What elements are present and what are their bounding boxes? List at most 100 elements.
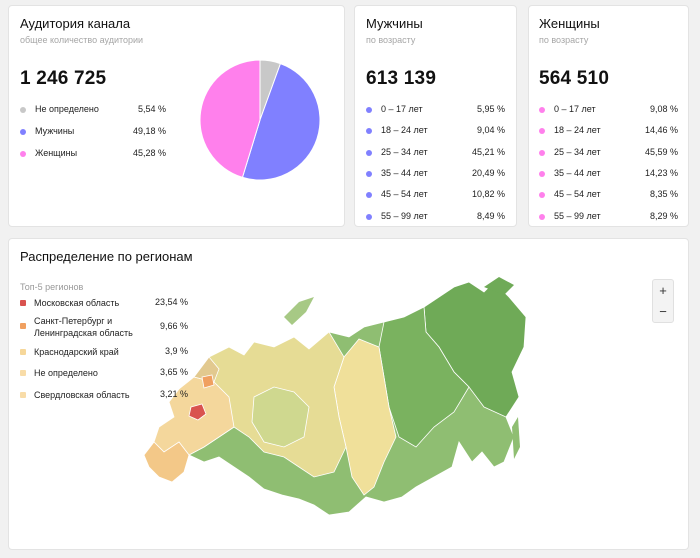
region-value: 23,54 % <box>154 297 188 307</box>
age-value: 10,82 % <box>471 189 505 200</box>
age-dot <box>539 192 545 199</box>
age-row: 35 – 44 лет 20,49 % <box>366 168 505 182</box>
age-row: 25 – 34 лет 45,59 % <box>539 147 678 161</box>
age-dot <box>366 192 372 199</box>
legend-label: Женщины <box>35 148 78 158</box>
age-value: 8,49 % <box>476 210 505 221</box>
map-sakhalin <box>512 417 520 459</box>
age-label: 45 – 54 лет <box>381 189 428 200</box>
age-row: 45 – 54 лет 8,35 % <box>539 189 678 203</box>
age-value: 14,23 % <box>644 167 678 178</box>
men-card: Мужчины по возрасту 613 139 0 – 17 лет 5,… <box>354 5 517 227</box>
age-row: 18 – 24 лет 9,04 % <box>366 125 505 139</box>
region-value: 3,21 % <box>159 389 188 399</box>
age-dot <box>539 170 545 177</box>
age-label: 18 – 24 лет <box>381 125 428 136</box>
zoom-out-button[interactable]: − <box>659 304 667 319</box>
age-dot <box>366 128 372 135</box>
region-label: Краснодарский край <box>34 347 119 357</box>
region-label: Не определено <box>34 368 98 378</box>
age-value: 45,21 % <box>471 146 505 157</box>
region-value: 3,65 % <box>159 367 188 377</box>
regions-card: Распределение по регионам Топ-5 регионов… <box>8 238 689 550</box>
russia-map[interactable] <box>134 277 534 537</box>
region-row: Не определено 3,65 % <box>20 367 188 381</box>
age-row: 55 – 99 лет 8,29 % <box>539 211 678 225</box>
audience-pie-chart <box>199 59 321 181</box>
legend-women: Женщины 45,28 % <box>20 148 166 162</box>
age-value: 8,35 % <box>649 189 678 200</box>
age-label: 45 – 54 лет <box>554 189 601 200</box>
region-swatch <box>20 370 26 376</box>
region-row: Санкт-Петербург и Ленинградская область … <box>20 315 188 341</box>
region-row: Московская область 23,54 % <box>20 297 188 311</box>
audience-total: 1 246 725 <box>20 68 107 89</box>
age-label: 0 – 17 лет <box>381 104 423 114</box>
zoom-in-button[interactable]: + <box>659 283 667 298</box>
region-value: 3,9 % <box>164 346 188 356</box>
legend-label: Мужчины <box>35 126 75 136</box>
legend-men: Мужчины 49,18 % <box>20 126 166 140</box>
age-value: 45,59 % <box>644 146 678 157</box>
age-dot <box>539 107 545 113</box>
age-label: 35 – 44 лет <box>554 167 601 178</box>
age-label: 55 – 99 лет <box>381 210 428 221</box>
regions-title: Распределение по регионам <box>20 249 193 264</box>
region-row: Свердловская область 3,21 % <box>20 389 188 403</box>
map-spb-region <box>201 374 215 389</box>
region-value: 9,66 % <box>159 321 188 331</box>
men-subtitle: по возрасту <box>366 35 416 45</box>
men-total: 613 139 <box>366 68 437 89</box>
age-row: 45 – 54 лет 10,82 % <box>366 189 505 203</box>
legend-dot <box>20 129 26 135</box>
map-moscow-region <box>188 403 207 421</box>
audience-subtitle: общее количество аудитории <box>20 35 144 45</box>
age-value: 9,08 % <box>649 104 678 114</box>
region-label: Санкт-Петербург и Ленинградская область <box>34 316 133 338</box>
women-subtitle: по возрасту <box>539 35 589 45</box>
age-label: 18 – 24 лет <box>554 125 601 136</box>
women-title: Женщины <box>539 16 600 31</box>
age-row: 35 – 44 лет 14,23 % <box>539 168 678 182</box>
region-swatch <box>20 349 26 355</box>
age-dot <box>366 149 372 156</box>
age-dot <box>539 128 545 135</box>
age-row: 25 – 34 лет 45,21 % <box>366 147 505 161</box>
regions-legend: Московская область 23,54 % Санкт-Петербу… <box>20 297 190 407</box>
age-dot <box>366 213 372 220</box>
women-total: 564 510 <box>539 68 610 89</box>
legend-value: 49,18 % <box>132 126 166 136</box>
map-novaya-zemlya <box>284 297 314 325</box>
legend-dot <box>20 151 26 157</box>
region-swatch <box>20 392 26 398</box>
age-dot <box>539 213 545 220</box>
region-label: Московская область <box>34 298 120 308</box>
age-label: 55 – 99 лет <box>554 210 601 221</box>
age-dot <box>539 149 545 156</box>
women-card: Женщины по возрасту 564 510 0 – 17 лет 9,… <box>528 5 689 227</box>
legend-label: Не определено <box>35 104 99 114</box>
age-value: 14,46 % <box>644 125 678 136</box>
region-label: Свердловская область <box>34 390 130 400</box>
map-south <box>143 441 190 483</box>
age-row: 55 – 99 лет 8,49 % <box>366 211 505 225</box>
legend-undefined: Не определено 5,54 % <box>20 104 166 118</box>
age-value: 8,29 % <box>649 210 678 221</box>
pie-slice-1[interactable] <box>241 62 321 181</box>
legend-value: 5,54 % <box>137 104 166 114</box>
age-row: 0 – 17 лет 9,08 % <box>539 104 678 118</box>
age-label: 35 – 44 лет <box>381 167 428 178</box>
region-swatch <box>20 300 26 306</box>
age-value: 9,04 % <box>476 125 505 136</box>
age-value: 5,95 % <box>476 104 505 114</box>
age-label: 25 – 34 лет <box>381 146 428 157</box>
map-chukotka <box>484 277 514 295</box>
map-zoom-control: + − <box>652 279 674 323</box>
age-dot <box>366 107 372 113</box>
age-label: 25 – 34 лет <box>554 146 601 157</box>
pie-slice-2[interactable] <box>199 59 261 179</box>
age-row: 0 – 17 лет 5,95 % <box>366 104 505 118</box>
regions-top-label: Топ-5 регионов <box>20 282 84 292</box>
legend-value: 45,28 % <box>132 148 166 158</box>
region-swatch <box>20 323 26 329</box>
